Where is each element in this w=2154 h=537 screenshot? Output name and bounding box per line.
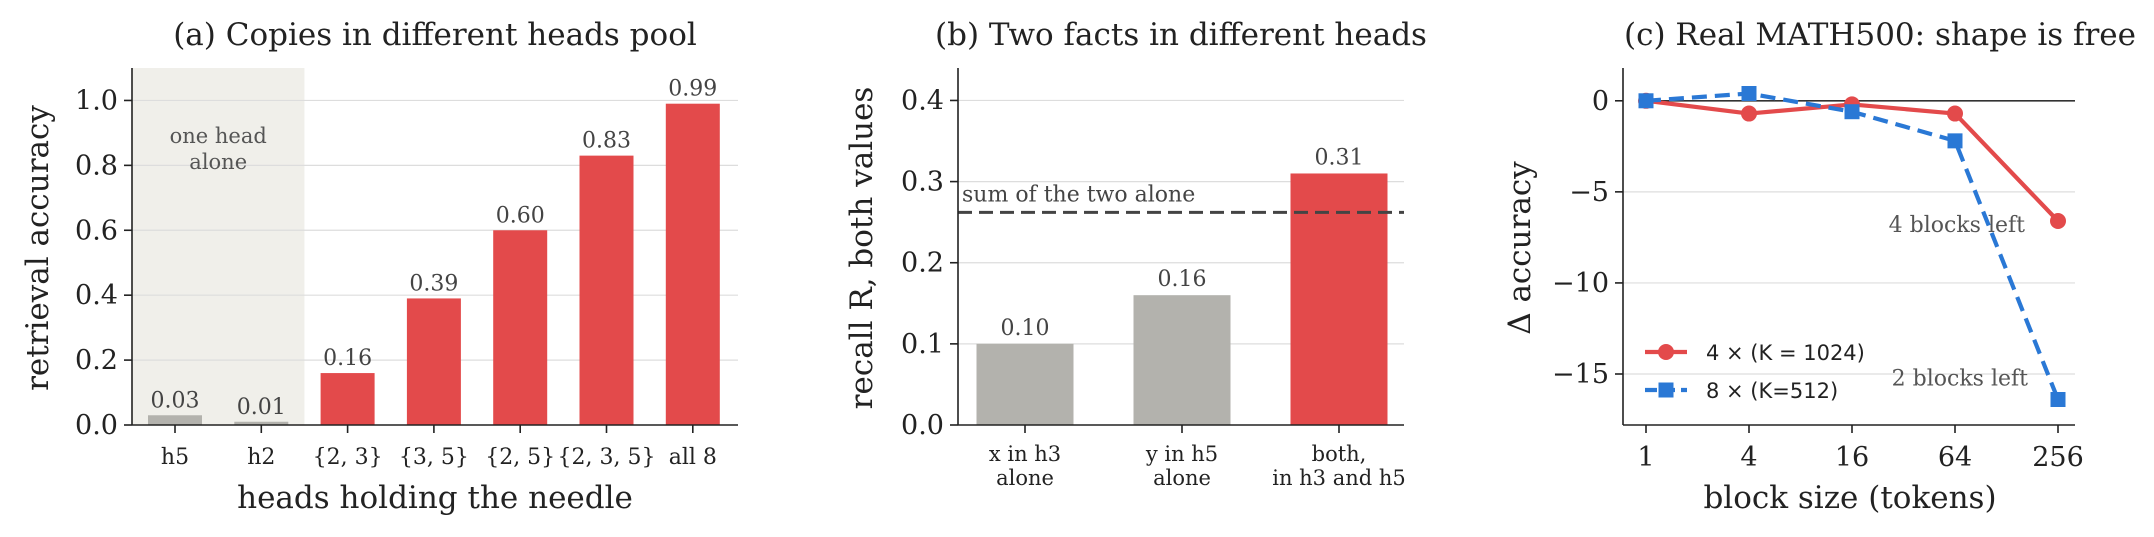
- bar: [1133, 295, 1231, 425]
- series-point: [1947, 133, 1963, 149]
- panel-a-x-ticks: h5 h2 {2, 3} {3, 5} {2, 5} {2, 3, 5} all 8: [161, 425, 717, 470]
- panel-a-shaded-region: [132, 68, 305, 425]
- y-tick-label: −5: [1569, 177, 1609, 208]
- bar: [234, 421, 289, 425]
- bar: [320, 373, 375, 425]
- y-tick-label: 1.0: [75, 85, 118, 116]
- panel-a-shade-label-line1: one head: [170, 124, 267, 148]
- series-point: [1741, 105, 1757, 122]
- panel-b-reference-label: sum of the two alone: [962, 182, 1195, 207]
- panel-c: 4 blocks left 2 blocks left 0 −5 −10 −15 1 4…: [1502, 17, 2136, 516]
- x-tick-label: {2, 3}: [313, 445, 383, 470]
- bar-value-label: 0.31: [1315, 145, 1364, 170]
- y-tick-label: 0: [1592, 86, 1609, 117]
- series-point: [2050, 392, 2066, 407]
- y-tick-label: 0.8: [75, 150, 118, 181]
- panel-b-bars: 0.10 0.16 0.31: [976, 145, 1388, 425]
- series-point: [1741, 86, 1757, 101]
- y-tick-label: 0.0: [75, 410, 118, 441]
- bar: [976, 343, 1074, 425]
- y-tick-label: 0.4: [901, 85, 944, 116]
- y-tick-label: 0.2: [901, 248, 944, 279]
- bar: [665, 103, 720, 425]
- panel-a-bars: 0.03 0.01 0.16 0.39 0.60 0.83 0.99: [148, 77, 720, 426]
- y-tick-label: 0.0: [901, 410, 944, 441]
- x-tick-label: x in h3: [989, 442, 1061, 466]
- legend-label-series-1: 4 × (K = 1024): [1706, 341, 1865, 365]
- legend-marker-series-1: [1658, 344, 1674, 360]
- bar: [148, 415, 202, 425]
- x-tick-label: h2: [247, 445, 275, 470]
- series-point: [1844, 104, 1860, 120]
- bar-value-label: 0.10: [1001, 316, 1050, 341]
- bar-value-label: 0.99: [668, 77, 717, 102]
- series-point: [2050, 213, 2066, 229]
- panel-a-x-label: heads holding the needle: [237, 480, 633, 516]
- panel-c-x-label: block size (tokens): [1703, 480, 1996, 516]
- x-tick-label: 1: [1637, 442, 1654, 473]
- x-tick-label: in h3 and h5: [1272, 466, 1406, 490]
- bar-value-label: 0.01: [237, 395, 286, 420]
- panel-b-title: (b) Two facts in different heads: [935, 17, 1427, 53]
- x-tick-label: 4: [1740, 442, 1757, 473]
- panel-c-x-ticks: 1 4 16 64 256: [1637, 425, 2084, 473]
- x-tick-label: {2, 5}: [485, 445, 555, 470]
- series-point: [1947, 105, 1963, 122]
- panel-a: one head alone 0.03 0.010.160.390.600.830…: [20, 17, 738, 516]
- panel-b-y-label: recall R, both values: [844, 87, 880, 410]
- bar-value-label: 0.16: [1158, 267, 1207, 292]
- panel-c-legend: 4 × (K = 1024) 8 × (K=512): [1645, 341, 1865, 403]
- bar-value-label: 0.39: [409, 271, 458, 296]
- x-tick-label: alone: [1153, 466, 1211, 490]
- panel-c-y-ticks: 0 −5 −10 −15: [1552, 86, 1623, 390]
- panel-a-shade-label-line2: alone: [189, 150, 247, 174]
- panel-c-series-2-end-label: 2 blocks left: [1892, 366, 2028, 391]
- panel-b-y-ticks: 0.0 0.1 0.2 0.3 0.4: [901, 85, 958, 441]
- y-tick-label: 0.4: [75, 280, 118, 311]
- x-tick-label: 256: [2032, 442, 2084, 473]
- legend-label-series-2: 8 × (K=512): [1706, 379, 1838, 403]
- panel-a-grid: [132, 99, 738, 361]
- y-tick-label: −10: [1552, 268, 1609, 299]
- panel-b: 0.10 0.16 0.31 sum of the two alone 0.0 0.1…: [844, 17, 1427, 490]
- x-tick-label: {3, 5}: [399, 445, 469, 470]
- panel-c-series: [1638, 86, 2066, 407]
- y-tick-label: −15: [1552, 359, 1609, 390]
- y-tick-label: 0.3: [901, 167, 944, 198]
- bar: [493, 230, 548, 425]
- x-tick-label: alone: [996, 466, 1054, 490]
- panel-c-title: (c) Real MATH500: shape is free: [1624, 17, 2136, 53]
- series-point: [1638, 93, 1654, 109]
- x-tick-label: all 8: [669, 445, 717, 470]
- bar-value-label: 0.03: [151, 388, 200, 413]
- y-tick-label: 0.1: [901, 329, 944, 360]
- x-tick-label: y in h5: [1145, 442, 1218, 466]
- x-tick-label: 16: [1835, 442, 1869, 473]
- x-tick-label: h5: [161, 445, 189, 470]
- panel-c-series-1-end-label: 4 blocks left: [1889, 213, 2025, 238]
- bar-value-label: 0.60: [496, 203, 545, 228]
- bar: [406, 298, 461, 425]
- bar: [1290, 173, 1388, 425]
- panel-a-title: (a) Copies in different heads pool: [173, 17, 697, 53]
- y-tick-label: 0.2: [75, 345, 118, 376]
- panel-c-y-label: Δ accuracy: [1502, 161, 1538, 335]
- panel-a-y-ticks: 0.0 0.2 0.4 0.6 0.8 1.0: [75, 85, 132, 441]
- panel-a-y-label: retrieval accuracy: [20, 105, 56, 391]
- panel-c-grid: [1623, 191, 2075, 375]
- bar-value-label: 0.83: [582, 129, 631, 154]
- x-tick-label: {2, 3, 5}: [558, 445, 656, 470]
- x-tick-label: 64: [1938, 442, 1972, 473]
- legend-marker-series-2: [1658, 382, 1674, 398]
- y-tick-label: 0.6: [75, 215, 118, 246]
- bar: [579, 155, 634, 426]
- x-tick-label: both,: [1312, 442, 1367, 466]
- bar-value-label: 0.16: [323, 346, 372, 371]
